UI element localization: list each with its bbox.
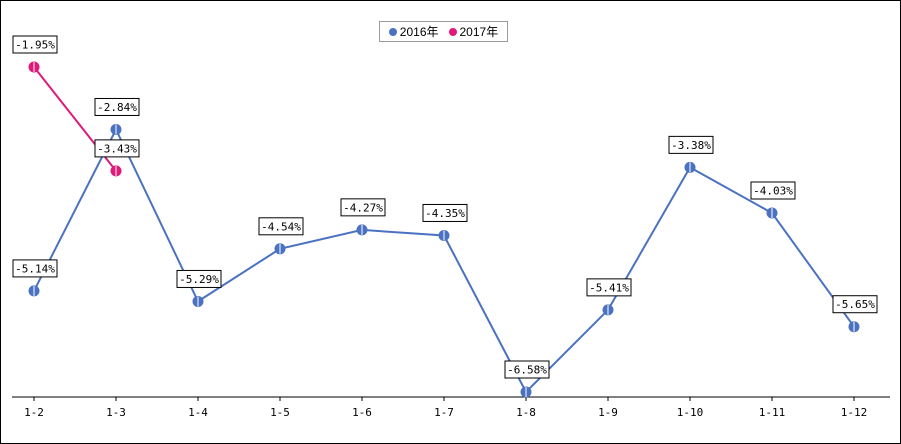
data-point: [356, 224, 368, 236]
series-line-0: [33, 127, 855, 394]
legend-marker-2016-icon: [388, 27, 397, 36]
data-point: [602, 304, 614, 316]
data-label: -3.38%: [668, 135, 714, 154]
data-label-text: -6.58%: [507, 364, 547, 377]
data-label-text: -5.65%: [835, 298, 875, 311]
data-label: -1.95%: [12, 35, 58, 54]
data-label: -5.65%: [832, 295, 878, 314]
data-label-box: [176, 269, 222, 288]
data-label-box: [340, 198, 386, 217]
data-label: -4.27%: [340, 198, 386, 217]
data-point: [274, 243, 286, 255]
x-tick-label: 1-4: [188, 406, 208, 419]
data-label: -5.29%: [176, 269, 222, 288]
data-label-text: -4.35%: [425, 207, 465, 220]
x-tick-label: 1-10: [677, 406, 704, 419]
data-point: [438, 229, 450, 241]
data-label: -2.84%: [94, 97, 140, 116]
data-label-box: [832, 295, 878, 314]
data-label: -5.14%: [12, 259, 58, 278]
x-tick-label: 1-8: [516, 406, 536, 419]
data-label-text: -1.95%: [15, 39, 55, 52]
data-label-box: [12, 35, 58, 54]
x-tick-label: 1-9: [598, 406, 618, 419]
data-label: -4.54%: [258, 217, 304, 236]
x-tick-label: 1-5: [270, 406, 290, 419]
data-point: [28, 285, 40, 297]
data-label-text: -3.43%: [97, 142, 137, 155]
data-point: [110, 165, 122, 177]
chart-legend: 2016年 2017年: [379, 21, 508, 42]
legend-item-2017: 2017年: [448, 23, 499, 40]
data-label-text: -4.03%: [753, 185, 793, 198]
data-point: [192, 295, 204, 307]
data-label-text: -4.54%: [261, 220, 301, 233]
data-label-text: -5.41%: [589, 281, 629, 294]
legend-marker-2017-icon: [448, 27, 457, 36]
data-label-box: [258, 217, 304, 236]
data-label-text: -3.38%: [671, 139, 711, 152]
data-label-text: -5.14%: [15, 262, 55, 275]
data-label-text: -5.29%: [179, 273, 219, 286]
series-lines: [33, 66, 855, 394]
data-label: -4.35%: [422, 203, 468, 222]
x-tick-label: 1-12: [841, 406, 868, 419]
data-label-text: -4.27%: [343, 201, 383, 214]
data-label-box: [668, 135, 714, 154]
legend-label-2016: 2016年: [399, 25, 439, 39]
data-label: -6.58%: [504, 360, 550, 379]
data-point: [684, 161, 696, 173]
legend-item-2016: 2016年: [388, 23, 439, 40]
x-tick-label: 1-3: [106, 406, 126, 419]
x-tick-label: 1-7: [434, 406, 454, 419]
data-point: [110, 123, 122, 135]
data-label-box: [504, 360, 550, 379]
data-label: -4.03%: [750, 181, 796, 200]
data-point: [28, 61, 40, 73]
data-label-box: [586, 278, 632, 297]
series-points: [28, 61, 860, 398]
data-label-box: [94, 97, 140, 116]
data-label-box: [94, 139, 140, 158]
x-tick-label: 1-11: [759, 406, 786, 419]
data-label-text: -2.84%: [97, 101, 137, 114]
data-label-box: [750, 181, 796, 200]
data-label-box: [12, 259, 58, 278]
data-label-box: [422, 203, 468, 222]
data-label: -5.41%: [586, 278, 632, 297]
data-point: [766, 207, 778, 219]
x-tick-label: 1-2: [24, 406, 44, 419]
x-axis: 1-2 1-3 1-4 1-5 1-6 1-7 1-8 1-9 1-10 1-11 1-12: [12, 396, 890, 419]
data-point: [520, 386, 532, 398]
x-tick-label: 1-6: [352, 406, 372, 419]
legend-label-2017: 2017年: [459, 25, 499, 39]
data-label: -3.43%: [94, 139, 140, 158]
data-labels: -5.14% -2.84% -5.29% -4.54% -4.27% -4.35% -6.5…: [12, 35, 878, 379]
data-point: [848, 321, 860, 333]
